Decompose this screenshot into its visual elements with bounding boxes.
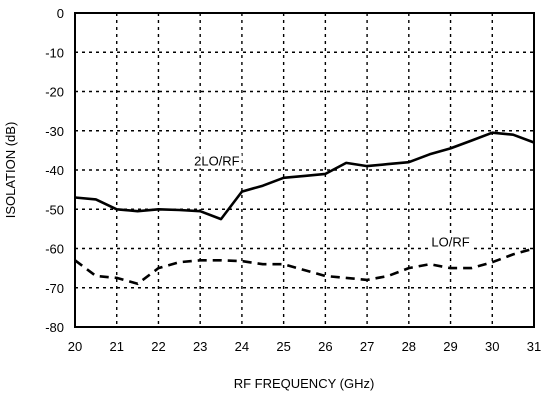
grid-lines bbox=[75, 13, 534, 327]
y-tick-label: -50 bbox=[45, 202, 64, 217]
x-axis-title: RF FREQUENCY (GHz) bbox=[234, 376, 375, 391]
annotation-background bbox=[192, 153, 242, 169]
annotation-background bbox=[429, 234, 472, 250]
x-tick-label: 28 bbox=[402, 339, 416, 354]
x-tick-label: 20 bbox=[68, 339, 82, 354]
y-tick-labels: 0 -10 -20 -30 -40 -50 -60 -70 -80 bbox=[45, 6, 64, 335]
y-tick-label: -40 bbox=[45, 163, 64, 178]
x-tick-label: 26 bbox=[318, 339, 332, 354]
series-line-2lo-rf bbox=[74, 131, 535, 221]
x-tick-label: 22 bbox=[151, 339, 165, 354]
y-tick-label: -60 bbox=[45, 242, 64, 257]
annotation-label: LO/RF bbox=[431, 235, 469, 250]
x-tick-label: 21 bbox=[109, 339, 123, 354]
y-tick-label: -10 bbox=[45, 45, 64, 60]
plot-frame bbox=[74, 12, 535, 328]
x-tick-label: 30 bbox=[485, 339, 499, 354]
y-tick-label: -20 bbox=[45, 85, 64, 100]
y-axis-title: ISOLATION (dB) bbox=[3, 122, 18, 219]
x-tick-label: 23 bbox=[193, 339, 207, 354]
series-lines bbox=[74, 131, 535, 286]
x-tick-labels: 20 21 22 23 24 25 26 27 28 29 30 31 bbox=[68, 339, 541, 354]
y-tick-label: 0 bbox=[57, 6, 64, 21]
y-tick-label: -30 bbox=[45, 124, 64, 139]
annotation-label: 2LO/RF bbox=[194, 153, 240, 168]
x-tick-label: 29 bbox=[443, 339, 457, 354]
x-tick-label: 31 bbox=[527, 339, 541, 354]
x-tick-label: 27 bbox=[360, 339, 374, 354]
annotations: 2LO/RF LO/RF bbox=[192, 153, 472, 250]
y-tick-label: -80 bbox=[45, 320, 64, 335]
series-line-lo-rf bbox=[74, 247, 535, 286]
x-tick-label: 25 bbox=[276, 339, 290, 354]
y-tick-label: -70 bbox=[45, 281, 64, 296]
x-tick-label: 24 bbox=[235, 339, 249, 354]
